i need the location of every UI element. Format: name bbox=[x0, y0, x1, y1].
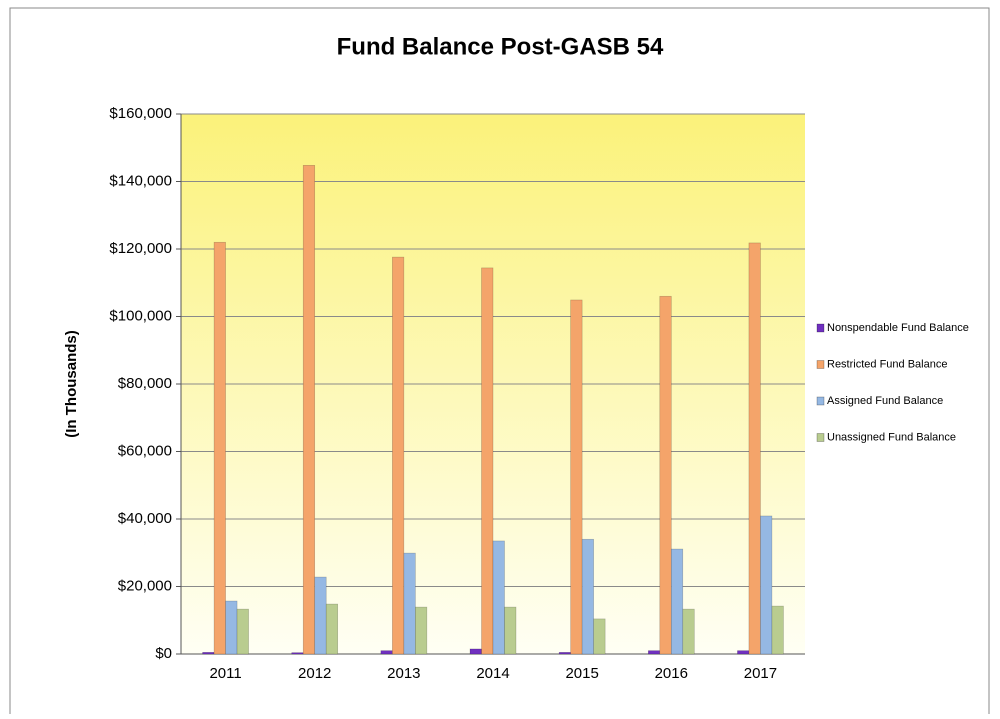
y-tick-label: $140,000 bbox=[109, 172, 172, 189]
y-tick-label: $100,000 bbox=[109, 307, 172, 324]
y-tick-label: $0 bbox=[155, 645, 172, 662]
bar bbox=[314, 576, 327, 655]
bar bbox=[403, 552, 416, 655]
bar bbox=[570, 299, 583, 655]
y-tick-label: $60,000 bbox=[118, 442, 172, 459]
y-tick-label: $80,000 bbox=[118, 375, 172, 392]
bar bbox=[492, 540, 505, 655]
bar bbox=[392, 256, 405, 655]
bar bbox=[469, 648, 482, 655]
bar bbox=[760, 515, 773, 655]
bar bbox=[593, 618, 606, 655]
legend-swatch bbox=[816, 360, 825, 369]
legend-swatch bbox=[816, 433, 825, 442]
bar bbox=[236, 608, 249, 655]
bar bbox=[647, 650, 661, 655]
bar bbox=[481, 267, 494, 655]
bar bbox=[213, 241, 226, 655]
bar bbox=[737, 650, 750, 655]
y-axis-label: (In Thousands) bbox=[63, 330, 80, 438]
y-tick-label: $160,000 bbox=[109, 105, 172, 122]
bar bbox=[659, 295, 672, 655]
legend-swatch bbox=[816, 323, 825, 333]
bar bbox=[380, 650, 393, 655]
legend-label: Restricted Fund Balance bbox=[827, 358, 947, 370]
x-tick-label: 2013 bbox=[387, 665, 420, 682]
x-tick-label: 2015 bbox=[565, 665, 598, 682]
bar bbox=[748, 242, 761, 655]
x-tick-label: 2011 bbox=[209, 665, 241, 682]
x-tick-label: 2014 bbox=[476, 665, 509, 682]
y-tick-label: $120,000 bbox=[109, 240, 172, 257]
legend-label: Assigned Fund Balance bbox=[827, 395, 943, 407]
bar bbox=[682, 608, 695, 655]
bar bbox=[558, 652, 571, 655]
y-tick-label: $40,000 bbox=[118, 510, 172, 527]
x-tick-label: 2016 bbox=[655, 665, 688, 682]
legend-swatch bbox=[816, 396, 825, 406]
y-tick-label: $20,000 bbox=[118, 577, 172, 594]
bar bbox=[302, 165, 316, 655]
bar bbox=[415, 606, 428, 655]
legend-label: Nonspendable Fund Balance bbox=[827, 322, 969, 334]
legend-label: Unassigned Fund Balance bbox=[827, 431, 956, 443]
bar bbox=[771, 605, 784, 655]
bar bbox=[670, 548, 684, 655]
bar bbox=[504, 606, 517, 655]
x-tick-label: 2012 bbox=[298, 665, 331, 682]
bar bbox=[581, 538, 594, 655]
bar bbox=[291, 652, 304, 655]
bar bbox=[325, 603, 339, 655]
bar bbox=[225, 600, 238, 655]
bar bbox=[202, 652, 215, 655]
x-tick-label: 2017 bbox=[744, 665, 777, 682]
chart-title: Fund Balance Post-GASB 54 bbox=[337, 33, 664, 60]
